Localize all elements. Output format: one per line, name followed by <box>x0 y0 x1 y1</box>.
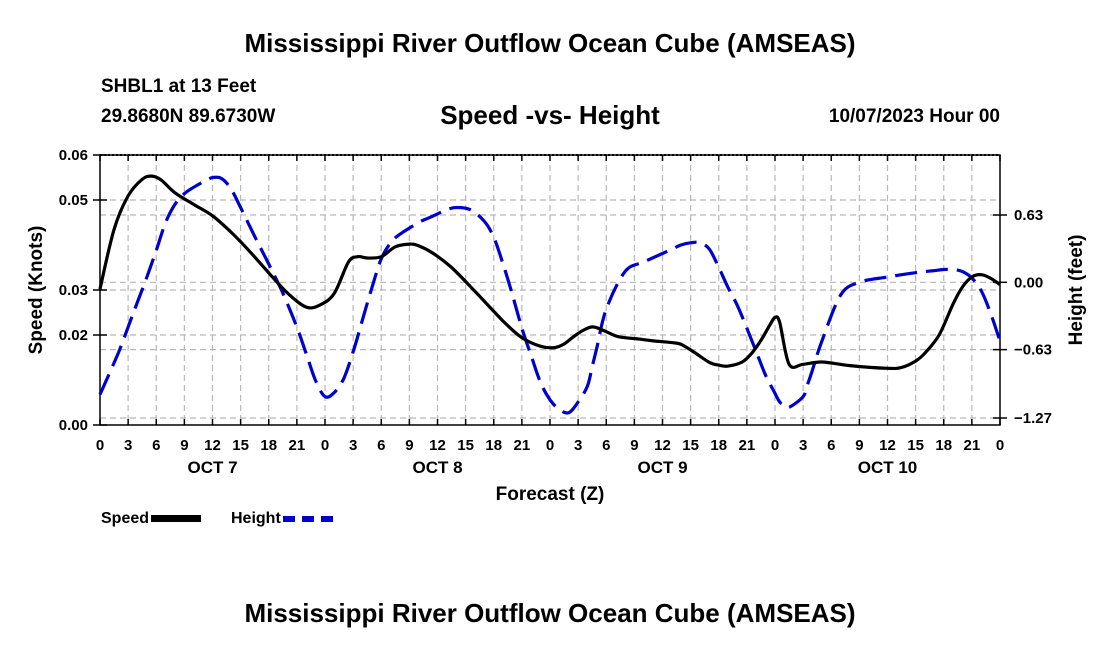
x-tick-label: 18 <box>935 437 952 454</box>
legend-height: Height <box>231 510 333 528</box>
y-tick-label-left: 0.02 <box>59 327 88 344</box>
day-label: OCT 8 <box>412 458 462 477</box>
x-tick-label: 18 <box>710 437 727 454</box>
x-tick-label: 3 <box>124 437 132 454</box>
x-tick-label: 0 <box>996 437 1004 454</box>
chart-title: Mississippi River Outflow Ocean Cube (AM… <box>244 28 856 58</box>
x-tick-label: 15 <box>232 437 249 454</box>
x-tick-label: 0 <box>321 437 329 454</box>
day-label: OCT 10 <box>858 458 918 477</box>
x-tick-label: 12 <box>879 437 896 454</box>
x-tick-label: 21 <box>289 437 306 454</box>
location-label: 29.8680N 89.6730W <box>101 106 276 127</box>
x-tick-label: 9 <box>180 437 188 454</box>
x-tick-label: 0 <box>546 437 554 454</box>
day-label: OCT 7 <box>187 458 237 477</box>
x-axis-label: Forecast (Z) <box>496 484 605 505</box>
x-tick-label: 6 <box>602 437 610 454</box>
grid-lines <box>100 155 1000 425</box>
x-tick-label: 6 <box>377 437 385 454</box>
x-tick-label: 18 <box>260 437 277 454</box>
legend-speed: Speed <box>101 510 202 528</box>
series-line-speed <box>98 174 1001 371</box>
legend-height-label: Height <box>231 510 281 527</box>
chart-subtitle: Speed -vs- Height <box>440 100 660 130</box>
x-tick-label: 12 <box>429 437 446 454</box>
x-tick-label: 0 <box>96 437 104 454</box>
x-tick-label: 15 <box>682 437 699 454</box>
y-tick-label-left: 0.00 <box>59 417 88 434</box>
x-tick-label: 15 <box>907 437 924 454</box>
x-tick-label: 6 <box>152 437 160 454</box>
x-tick-label: 3 <box>574 437 582 454</box>
y-axis-label-right: Height (feet) <box>1066 235 1087 346</box>
y-tick-label-right: −1.27 <box>1014 410 1052 427</box>
x-tick-label: 3 <box>349 437 357 454</box>
footer-title: Mississippi River Outflow Ocean Cube (AM… <box>244 598 856 628</box>
y-axis-label-left: Speed (Knots) <box>26 226 47 355</box>
x-tick-label: 21 <box>739 437 756 454</box>
y-tick-label-right: −0.63 <box>1014 342 1052 359</box>
y-tick-label-left: 0.06 <box>59 147 88 164</box>
x-tick-label: 6 <box>827 437 835 454</box>
x-tick-label: 9 <box>855 437 863 454</box>
axis-labels: 0 3 6 9 12 15 18 21 0 3 6 9 12 15 18 21 0 3 6 9 12 15 18 21 0 3 6 9… <box>26 147 1087 505</box>
y-tick-label-right: 0.63 <box>1014 207 1043 224</box>
y-tick-label-left: 0.05 <box>59 192 88 209</box>
y-tick-label-right: 0.00 <box>1014 274 1043 291</box>
day-label: OCT 9 <box>637 458 687 477</box>
x-tick-label: 0 <box>771 437 779 454</box>
x-tick-label: 21 <box>964 437 981 454</box>
x-tick-label: 18 <box>485 437 502 454</box>
legend-height-swatch <box>282 515 333 522</box>
legend-speed-swatch <box>151 515 202 523</box>
x-tick-label: 21 <box>514 437 531 454</box>
station-label: SHBL1 at 13 Feet <box>101 76 257 97</box>
forecast-datetime: 10/07/2023 Hour 00 <box>828 106 1000 127</box>
series-line-height <box>98 175 1002 415</box>
x-tick-label: 12 <box>204 437 221 454</box>
legend-speed-label: Speed <box>101 510 150 527</box>
x-tick-label: 12 <box>654 437 671 454</box>
y-tick-label-left: 0.03 <box>59 282 88 299</box>
x-tick-label: 9 <box>630 437 638 454</box>
x-tick-label: 15 <box>457 437 474 454</box>
series-lines <box>98 174 1002 415</box>
x-tick-label: 3 <box>799 437 807 454</box>
x-tick-label: 9 <box>405 437 413 454</box>
axes <box>93 154 1007 426</box>
